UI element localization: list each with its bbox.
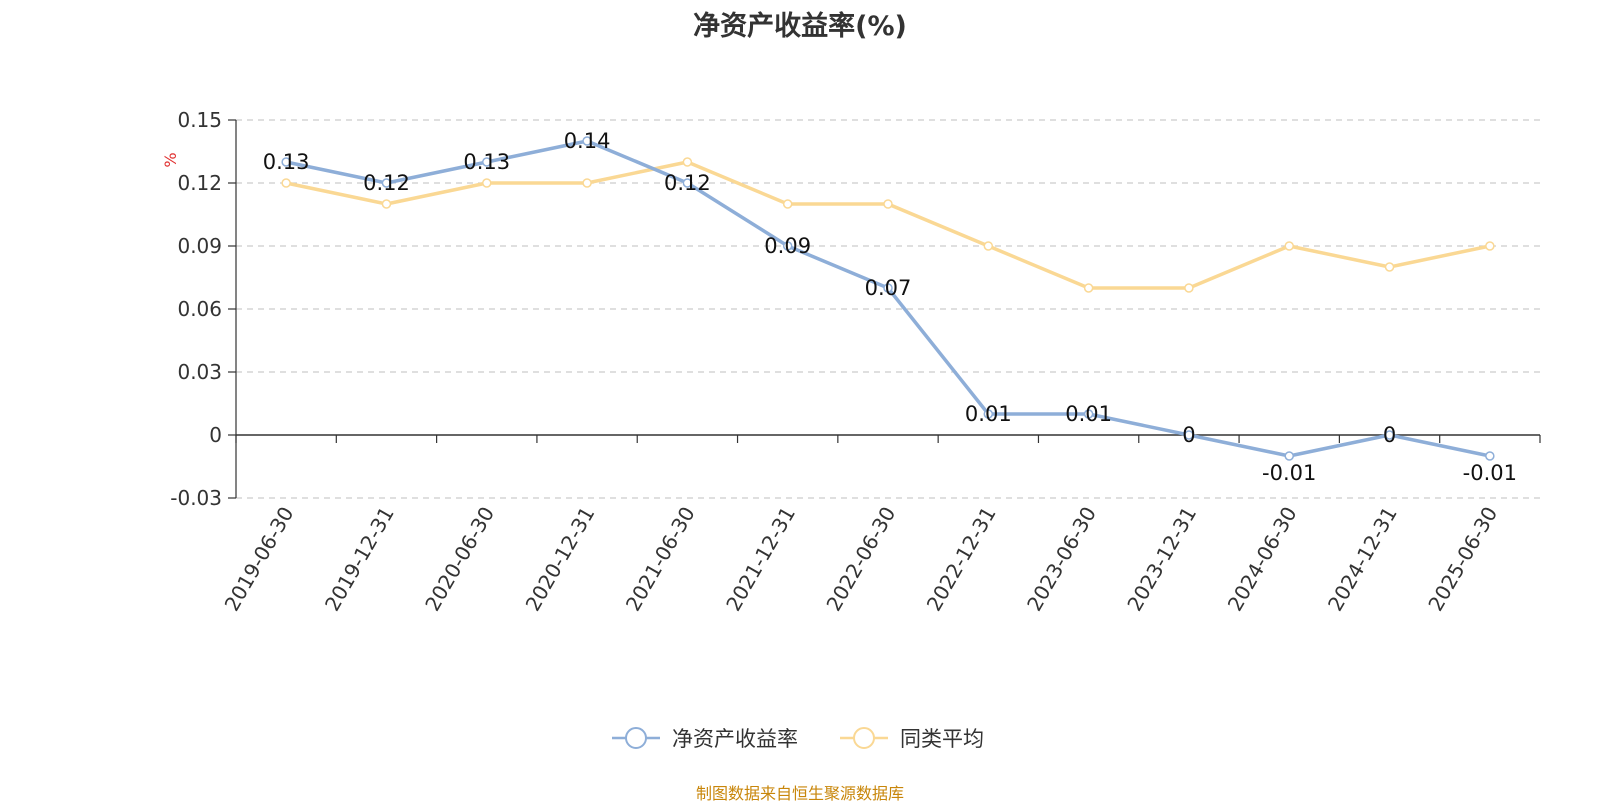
legend[interactable]: 净资产收益率 同类平均 (612, 727, 984, 751)
legend-marker (625, 727, 647, 749)
data-label: 0.09 (764, 234, 811, 258)
x-tick-label: 2024-12-31 (1323, 503, 1402, 616)
data-point (1083, 409, 1094, 419)
y-axis-unit-label: % (161, 152, 180, 167)
data-point (1384, 262, 1395, 272)
x-tick-label: 2023-12-31 (1122, 503, 1201, 616)
x-tick-label: 2019-06-30 (220, 503, 299, 616)
x-tick-label: 2025-06-30 (1423, 503, 1502, 616)
data-point (1485, 451, 1495, 461)
x-tick-label: 2020-06-30 (420, 503, 499, 616)
x-tick-label: 2020-12-31 (521, 503, 600, 616)
data-point (883, 199, 893, 209)
x-tick-label: 2022-06-30 (821, 503, 900, 616)
data-label: -0.01 (1463, 461, 1517, 485)
legend-label: 净资产收益率 (672, 727, 798, 751)
data-point (1184, 283, 1194, 293)
data-point (482, 178, 492, 188)
data-point (1485, 241, 1495, 251)
data-label: 0.01 (965, 402, 1012, 426)
data-point (582, 178, 592, 188)
x-tick-label: 2019-12-31 (320, 503, 399, 616)
gridlines (236, 119, 1540, 499)
data-point (1184, 430, 1194, 440)
data-label: 0.07 (865, 276, 912, 300)
series-lines (281, 136, 1495, 461)
data-label: 0 (1182, 423, 1195, 447)
data-point (1083, 283, 1094, 293)
data-label: 0.12 (664, 171, 711, 195)
x-tick-label: 2023-06-30 (1022, 503, 1101, 616)
data-label: 0.13 (263, 150, 310, 174)
data-point (1284, 241, 1294, 251)
data-point (782, 199, 793, 209)
data-point (381, 178, 392, 188)
data-label: 0.01 (1065, 402, 1112, 426)
data-point (1384, 430, 1395, 440)
x-tick-label: 2022-12-31 (922, 502, 1001, 615)
data-point (682, 178, 693, 188)
data-labels: 0.13 0.12 0.13 0.14 0.12 0.09 0.07 0.01 0.01 0 -0.… (263, 129, 1517, 485)
data-label: 0 (1383, 423, 1396, 447)
y-tick-label: 0.06 (177, 297, 222, 321)
data-point (381, 199, 392, 209)
data-point (281, 157, 291, 167)
data-point (983, 241, 994, 251)
x-tick-label: 2024-06-30 (1223, 503, 1302, 616)
series-line (285, 160, 1491, 290)
x-tick-label: 2021-06-30 (621, 503, 700, 616)
data-label: 0.13 (463, 150, 510, 174)
data-point (782, 241, 793, 251)
data-label: 0.14 (564, 129, 611, 153)
data-point (281, 178, 291, 188)
y-tick-label: 0.15 (177, 108, 222, 132)
data-point (883, 283, 893, 293)
data-point (983, 409, 994, 419)
y-tick-label: 0.03 (177, 360, 222, 384)
data-label: -0.01 (1262, 461, 1316, 485)
legend-marker (853, 727, 875, 749)
y-tick-label: 0.09 (177, 234, 222, 258)
data-point (1284, 451, 1294, 461)
x-tick-label: 2021-12-31 (721, 503, 800, 616)
y-tick-label: -0.03 (170, 486, 222, 510)
data-point (582, 136, 592, 146)
data-point (482, 157, 492, 167)
chart-title: 净资产收益率(%) (693, 11, 907, 42)
data-label: 0.12 (363, 171, 410, 195)
y-tick-label: 0.12 (177, 171, 222, 195)
y-tick-label: 0 (209, 423, 222, 447)
data-point (682, 157, 693, 167)
legend-label: 同类平均 (900, 727, 984, 751)
source-note: 制图数据来自恒生聚源数据库 (695, 784, 904, 803)
